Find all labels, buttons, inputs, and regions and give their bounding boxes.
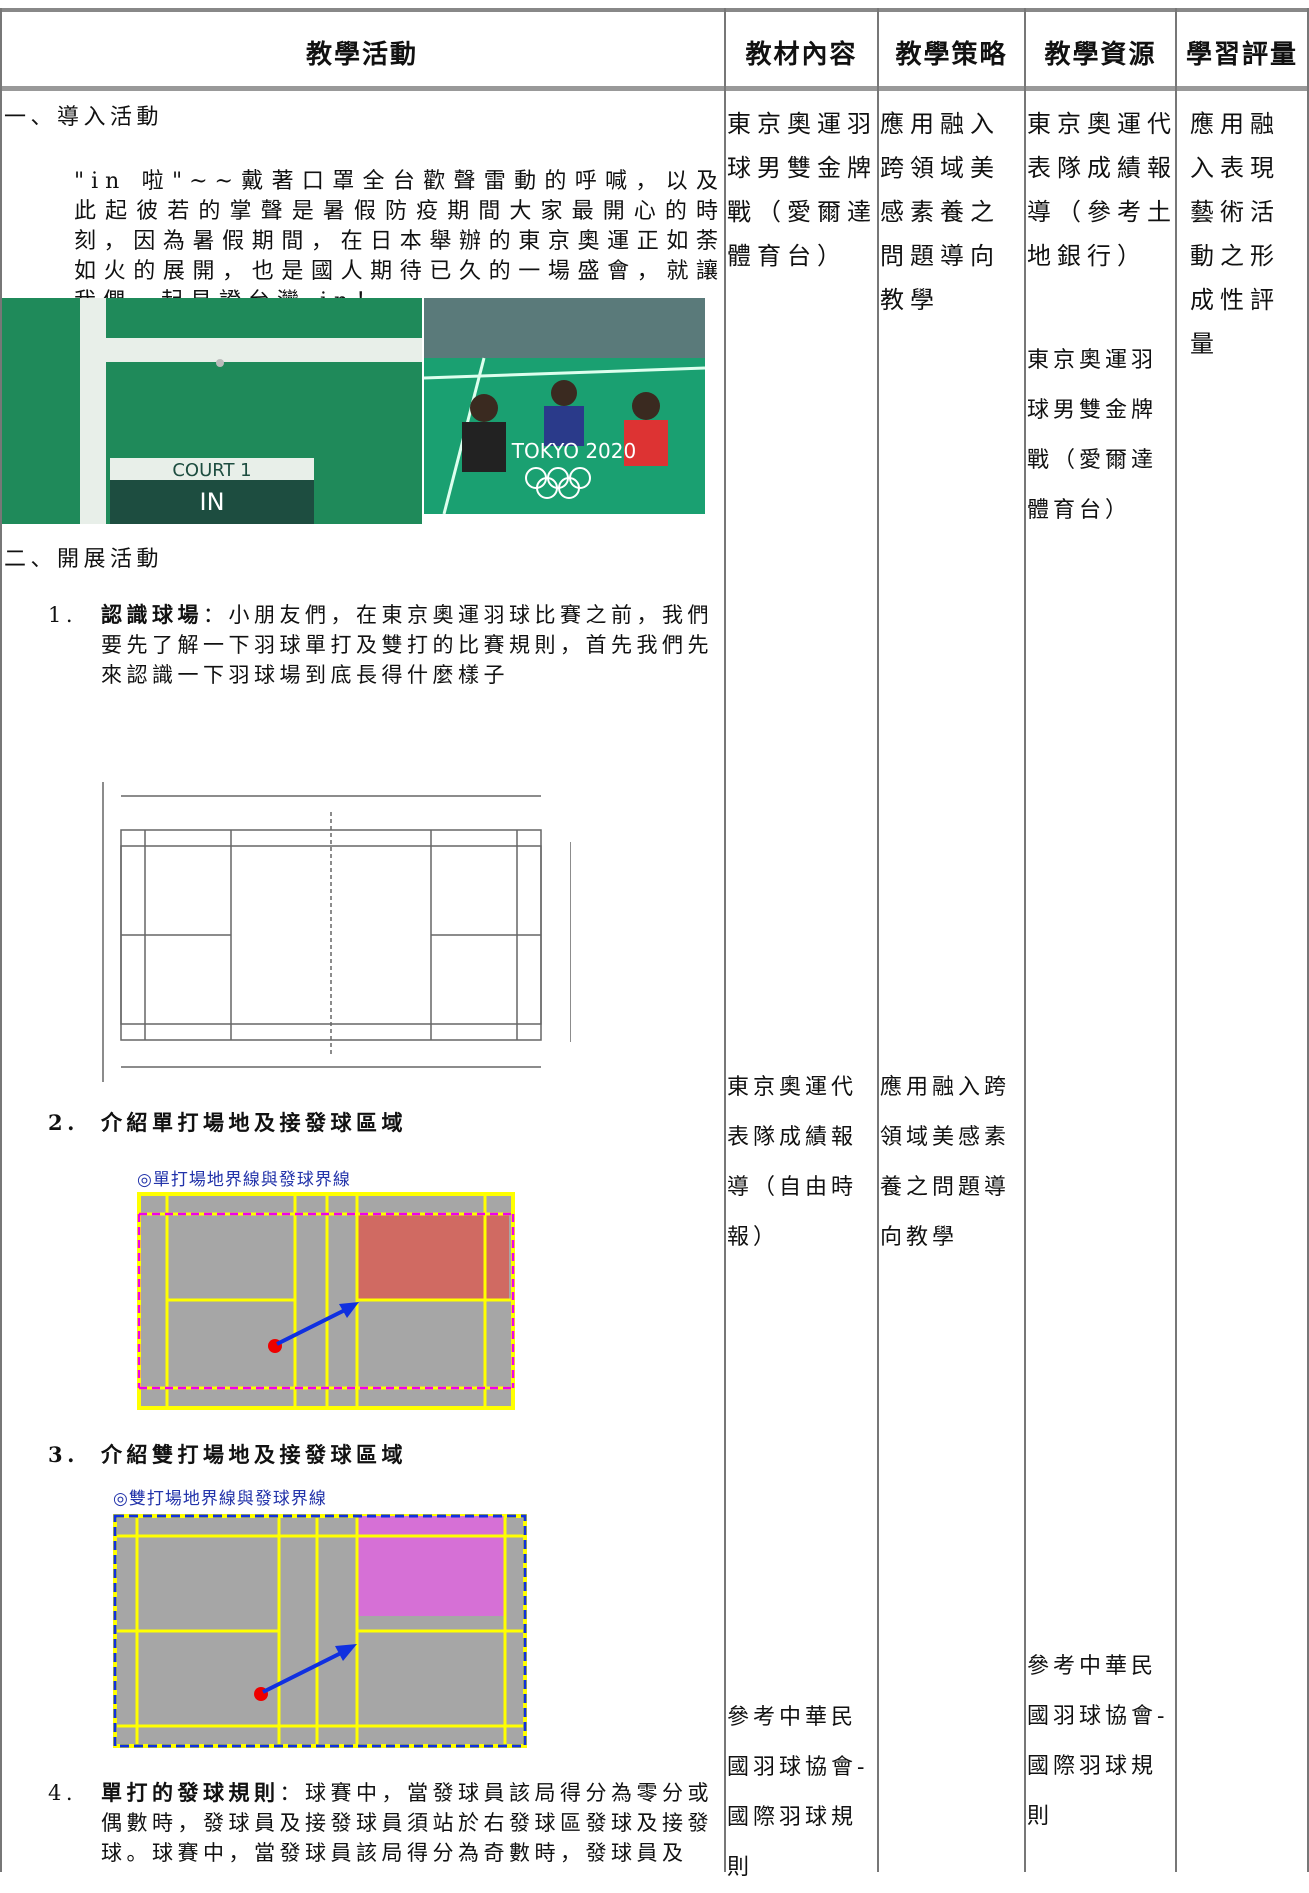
header-cell: 學習評量 (1185, 40, 1298, 70)
section-title: 一、導入活動 (4, 105, 164, 130)
photo-label: TOKYO 2020 (511, 439, 636, 463)
header-cell: 教學策略 (895, 40, 1008, 70)
top-border (0, 8, 1309, 12)
resource-text: 參考中華民國羽球協會-國際羽球規則 (1027, 1654, 1169, 1829)
photo-court: COURT 1 IN (2, 298, 422, 524)
item-heading: 介紹單打場地及接發球區域 (101, 1110, 407, 1135)
diagram-caption: ◎雙打場地界線與發球界線 (113, 1489, 327, 1509)
header-cell: 教學資源 (1044, 40, 1157, 70)
materials-text: 東京奧運羽球男雙金牌戰（愛爾達體育台） (727, 110, 877, 270)
header-border (0, 86, 1309, 91)
singles-court (137, 1192, 515, 1410)
header-cell: 教學活動 (305, 40, 418, 70)
photo-label: COURT 1 (172, 460, 251, 481)
item-heading: 認識球場 (101, 602, 203, 627)
border (1175, 8, 1177, 1872)
border (1024, 8, 1026, 1872)
court-diagram (102, 782, 571, 1082)
diagram-caption: ◎單打場地界線與發球界線 (137, 1170, 351, 1190)
resource-text: 東京奧運羽球男雙金牌戰（愛爾達體育台） (1027, 348, 1158, 523)
paragraph: "in 啦"~~戴著口罩全台歡聲雷動的呼喊，以及此起彼若的掌聲是暑假防疫期間大家… (74, 169, 725, 314)
resource-text: 東京奧運代表隊成績報導（參考土地銀行） (1027, 110, 1177, 270)
item-heading: 單打的發球規則 (101, 1780, 280, 1805)
item-text: 認識球場：小朋友們，在東京奧運羽球比賽之前，我們要先了解一下羽球單打及雙打的比賽… (101, 600, 725, 690)
strategy-text: 應用融入跨領域美感素養之問題導向教學 (880, 1075, 1011, 1250)
item-number: 1. (48, 603, 78, 627)
item-number: 2. (48, 1110, 79, 1135)
photo-label: IN (199, 488, 224, 516)
strategy-text: 應用融入跨領域美感素養之問題導向教學 (880, 110, 1000, 314)
border (877, 8, 879, 1872)
assessment-text: 應用融入表現藝術活動之形成性評量 (1190, 110, 1280, 358)
border (0, 8, 2, 1872)
item-body: ：球賽中，當發球員該局得分為零分或偶數時，發球員及接發球員須站於右發球區發球及接… (101, 1781, 713, 1865)
item-text: 單打的發球規則：球賽中，當發球員該局得分為零分或偶數時，發球員及接發球員須站於右… (101, 1778, 725, 1868)
item-number: 4. (48, 1781, 78, 1805)
doubles-court (113, 1514, 527, 1748)
materials-text: 參考中華民國羽球協會-國際羽球規則 (727, 1705, 869, 1880)
border (1307, 8, 1309, 1872)
materials-text: 東京奧運代表隊成績報導（自由時報） (727, 1075, 858, 1250)
header-cell: 教材內容 (745, 40, 858, 70)
border (724, 8, 726, 1872)
item-body: ：小朋友們，在東京奧運羽球比賽之前，我們要先了解一下羽球單打及雙打的比賽規則，首… (101, 603, 713, 687)
item-heading: 介紹雙打場地及接發球區域 (101, 1442, 407, 1467)
photo-players: TOKYO 2020 (424, 298, 705, 514)
item-number: 3. (48, 1442, 79, 1467)
section-title: 二、開展活動 (4, 547, 164, 572)
